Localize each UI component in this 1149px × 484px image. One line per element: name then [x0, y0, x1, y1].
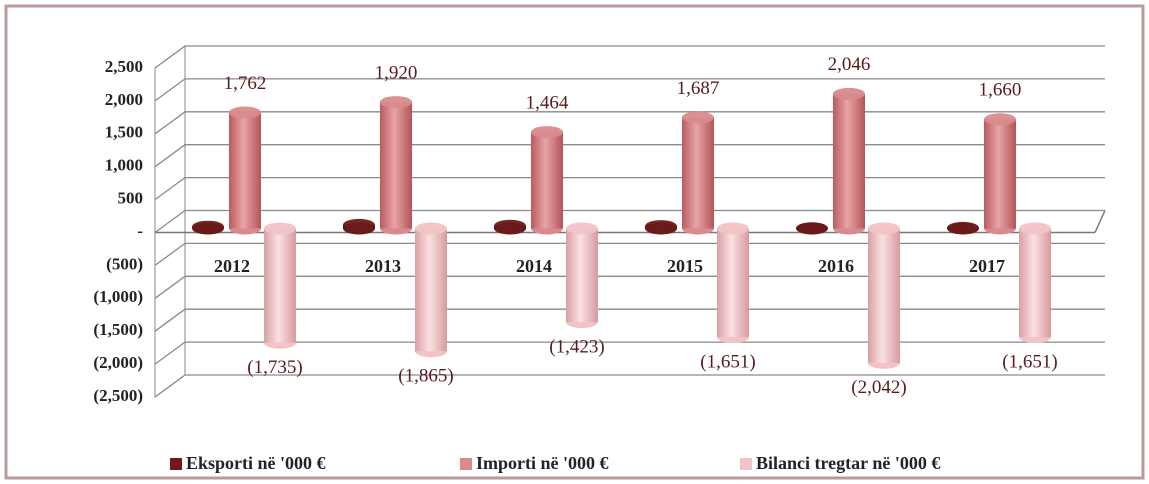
- y-tick-label: -: [137, 221, 143, 240]
- cylinder-top: [717, 222, 749, 235]
- legend-swatch: [740, 458, 752, 470]
- grid-line: [154, 111, 1105, 135]
- y-tick-label: (2,000): [93, 353, 143, 372]
- bar: [868, 228, 900, 363]
- grid-line: [154, 176, 1105, 201]
- y-tick-label: 500: [118, 189, 144, 208]
- grid-line: [154, 242, 1105, 266]
- cylinder-top: [566, 222, 598, 235]
- data-label: (1,651): [700, 351, 755, 372]
- cylinder-top: [415, 222, 447, 235]
- x-tick-label: 2012: [214, 256, 250, 276]
- bar: [566, 228, 598, 323]
- bar: [682, 117, 714, 229]
- y-tick-label: (1,000): [93, 287, 143, 306]
- data-label: (1,651): [1002, 351, 1057, 372]
- cylinder-top: [984, 113, 1016, 126]
- y-tick-label: 1,000: [105, 156, 143, 175]
- y-tick-label: 1,500: [105, 123, 143, 142]
- bar: [984, 119, 1016, 229]
- grid-line: [154, 374, 1105, 398]
- cylinder-top: [947, 221, 979, 234]
- y-tick-label: (2,500): [93, 386, 143, 405]
- y-tick-label: (500): [106, 254, 143, 273]
- bar: [415, 228, 447, 352]
- bar: [264, 228, 296, 343]
- grid-line: [154, 209, 1105, 234]
- cylinder-top: [1019, 222, 1051, 235]
- cylinder-top: [192, 220, 224, 233]
- y-tick-label: (1,500): [93, 320, 143, 339]
- data-label: 1,687: [677, 78, 720, 99]
- x-tick-label: 2017: [969, 256, 1005, 276]
- bar: [1019, 228, 1051, 338]
- grid-line: [154, 275, 1105, 299]
- cylinder-top: [264, 222, 296, 235]
- data-label: (1,735): [247, 357, 302, 378]
- cylinder-top: [494, 219, 526, 232]
- x-tick-label: 2015: [667, 256, 703, 276]
- bar: [717, 228, 749, 338]
- cylinder-top: [833, 87, 865, 100]
- data-label: (2,042): [851, 377, 906, 398]
- data-label: (1,423): [549, 336, 604, 357]
- x-tick-label: 2013: [365, 256, 401, 276]
- data-label: 2,046: [828, 54, 871, 75]
- data-label: 1,660: [979, 80, 1022, 101]
- legend-label: Importi në '000 €: [476, 453, 609, 473]
- cylinder-top: [531, 126, 563, 139]
- data-label: 1,762: [224, 73, 267, 94]
- bar: [833, 93, 865, 229]
- cylinder-top: [796, 222, 828, 235]
- bar: [531, 132, 563, 229]
- y-tick-label: 2,500: [105, 57, 143, 76]
- grid-line: [154, 144, 1105, 168]
- cylinder-top: [868, 222, 900, 235]
- y-tick-label: 2,000: [105, 90, 143, 109]
- legend-label: Bilanci tregtar në '000 €: [756, 453, 940, 473]
- cylinder-top: [380, 96, 412, 109]
- data-label: (1,865): [398, 366, 453, 387]
- x-tick-label: 2014: [516, 256, 552, 276]
- legend-swatch: [170, 458, 182, 470]
- cylinder-top: [343, 218, 375, 231]
- bar: [380, 102, 412, 229]
- grid-line: [154, 78, 1105, 102]
- legend-swatch: [460, 458, 472, 470]
- floor-edge: [1094, 210, 1106, 233]
- cylinder-top: [645, 220, 677, 233]
- grid-line: [154, 341, 1105, 365]
- legend-label: Eksporti në '000 €: [186, 453, 326, 473]
- data-label: 1,464: [526, 93, 569, 114]
- data-label: 1,920: [375, 63, 418, 84]
- bar: [229, 112, 261, 229]
- cylinder-top: [229, 106, 261, 119]
- cylinder-top: [682, 111, 714, 124]
- x-tick-label: 2016: [818, 256, 854, 276]
- grid-line: [154, 308, 1105, 332]
- grid-line: [154, 45, 1105, 69]
